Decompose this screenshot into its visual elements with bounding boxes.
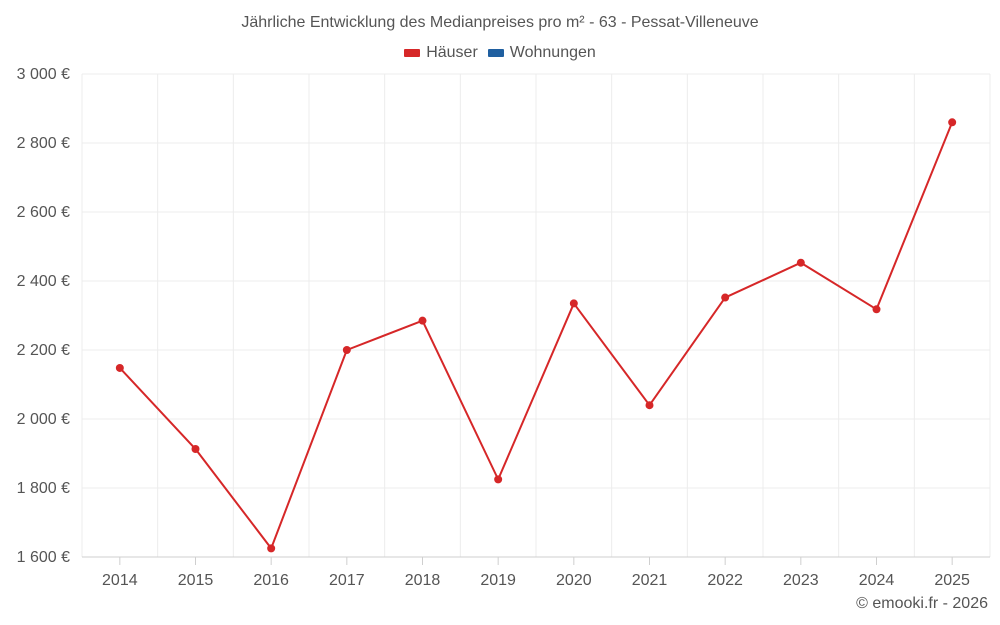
data-point[interactable] <box>796 258 805 267</box>
credit: © emooki.fr - 2026 <box>856 595 988 612</box>
legend-item-haeuser[interactable]: Häuser <box>404 44 478 62</box>
data-point[interactable] <box>721 293 730 302</box>
data-point[interactable] <box>645 401 654 410</box>
data-point[interactable] <box>872 305 881 314</box>
y-tick-label: 2 600 € <box>17 204 70 221</box>
x-tick-label: 2022 <box>707 572 743 589</box>
data-point[interactable] <box>267 544 276 553</box>
chart-title: Jährliche Entwicklung des Medianpreises … <box>241 14 759 31</box>
y-tick-label: 2 800 € <box>17 135 70 152</box>
x-tick-label: 2024 <box>859 572 895 589</box>
y-tick-label: 2 000 € <box>17 411 70 428</box>
x-tick-label: 2020 <box>556 572 592 589</box>
legend-label-wohnungen: Wohnungen <box>509 44 596 61</box>
legend-swatch-haeuser <box>404 49 421 57</box>
y-tick-label: 2 200 € <box>17 342 70 359</box>
x-tick-label: 2021 <box>632 572 668 589</box>
x-tick-label: 2018 <box>405 572 441 589</box>
series-line-0 <box>119 121 954 550</box>
data-point[interactable] <box>418 316 427 325</box>
x-tick-label: 2014 <box>102 572 138 589</box>
y-tick-label: 2 400 € <box>17 273 70 290</box>
data-point[interactable] <box>569 299 578 308</box>
y-tick-label: 1 800 € <box>17 480 70 497</box>
data-point[interactable] <box>948 118 957 127</box>
y-tick-label: 1 600 € <box>17 549 70 566</box>
legend: Häuser Wohnungen <box>0 44 1000 62</box>
x-tick-label: 2019 <box>480 572 516 589</box>
y-tick-label: 3 000 € <box>17 66 70 83</box>
x-tick-label: 2015 <box>178 572 214 589</box>
x-tick-label: 2023 <box>783 572 819 589</box>
legend-swatch-wohnungen <box>487 49 504 57</box>
data-point[interactable] <box>342 346 351 354</box>
data-point[interactable] <box>494 475 503 484</box>
legend-label-haeuser: Häuser <box>426 44 478 61</box>
x-tick-label: 2016 <box>253 572 289 589</box>
legend-item-wohnungen[interactable]: Wohnungen <box>487 44 596 62</box>
x-tick-label: 2025 <box>934 572 970 589</box>
data-point[interactable] <box>115 363 124 372</box>
x-tick-label: 2017 <box>329 572 365 589</box>
data-point[interactable] <box>191 445 200 454</box>
